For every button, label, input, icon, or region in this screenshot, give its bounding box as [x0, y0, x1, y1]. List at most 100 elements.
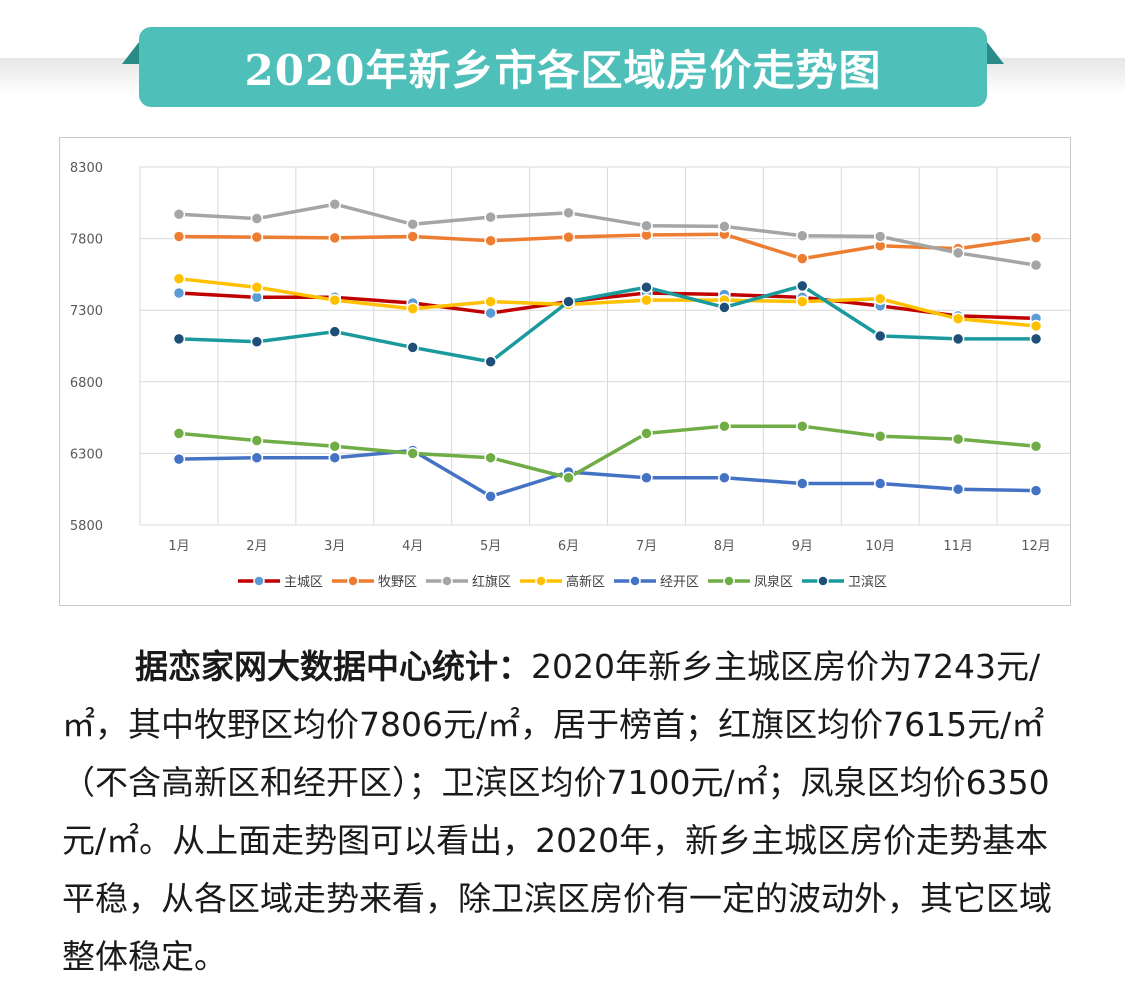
y-tick-label: 7300	[70, 304, 103, 319]
legend-label: 主城区	[284, 575, 323, 590]
x-tick-label: 10月	[865, 539, 895, 554]
legend-swatch-marker	[817, 575, 829, 587]
series-line	[178, 448, 1037, 499]
data-point	[562, 206, 575, 220]
data-point	[951, 332, 965, 346]
legend-label: 卫滨区	[848, 574, 887, 590]
x-tick-label: 9月	[792, 539, 813, 554]
data-point	[250, 451, 264, 464]
data-point	[484, 295, 497, 308]
legend-swatch-marker	[441, 575, 453, 587]
data-point	[796, 279, 809, 293]
title-banner: 2020年新乡市各区域房价走势图	[139, 27, 987, 107]
legend-label: 红旗区	[472, 574, 511, 590]
data-point	[640, 427, 653, 440]
data-point	[406, 230, 419, 243]
x-tick-label: 2月	[246, 539, 267, 554]
data-point	[640, 293, 653, 307]
y-tick-label: 5800	[70, 519, 103, 534]
data-point	[250, 212, 264, 225]
data-point	[718, 471, 731, 484]
data-point	[640, 219, 653, 232]
data-point	[250, 335, 264, 348]
data-point	[484, 451, 497, 464]
legend-label: 高新区	[566, 574, 605, 590]
description-paragraph: 据恋家网大数据中心统计：2020年新乡主城区房价为7243元/㎡，其中牧野区均价…	[62, 638, 1072, 986]
series-line	[178, 276, 1037, 328]
data-point	[873, 429, 887, 443]
chart-title: 2020年新乡市各区域房价走势图	[244, 45, 882, 95]
x-tick-label: 5月	[480, 539, 501, 554]
x-tick-label: 11月	[943, 539, 973, 554]
data-point	[406, 302, 419, 316]
data-point	[951, 482, 965, 496]
data-point	[873, 230, 887, 243]
data-point	[796, 229, 809, 242]
data-point	[796, 419, 809, 433]
legend-swatch-marker	[629, 575, 641, 587]
y-tick-label: 6800	[70, 376, 103, 391]
data-point	[1029, 319, 1043, 333]
data-point	[328, 293, 342, 307]
data-point	[328, 439, 342, 453]
data-point	[250, 281, 264, 294]
legend-label: 经开区	[660, 575, 699, 590]
data-point	[484, 355, 497, 369]
data-point	[172, 452, 186, 466]
x-tick-label: 3月	[324, 539, 345, 554]
data-point	[951, 246, 965, 260]
data-point	[406, 341, 419, 354]
y-tick-label: 6300	[70, 447, 103, 462]
legend-label: 牧野区	[378, 575, 417, 590]
paragraph-lead: 据恋家网大数据中心统计：	[135, 647, 531, 686]
series-line	[178, 202, 1037, 267]
data-point	[1029, 258, 1043, 272]
banner-fold-left	[122, 42, 139, 64]
data-point	[951, 312, 965, 326]
data-point	[796, 477, 809, 490]
line-chart: 5800 6300 6800 7300 7800 8300 1月 2月 3月 4月 5月 6月 7月 8月…	[70, 161, 1070, 590]
data-point	[1029, 332, 1043, 346]
data-point	[484, 306, 497, 320]
data-point	[250, 230, 264, 244]
legend-swatch-marker	[723, 575, 735, 587]
data-point	[172, 272, 186, 285]
data-point	[796, 252, 809, 265]
data-point	[172, 208, 186, 221]
data-point	[1029, 484, 1043, 497]
legend-label: 凤泉区	[754, 574, 793, 590]
x-tick-label: 12月	[1021, 539, 1051, 554]
data-point	[484, 210, 497, 224]
data-point	[172, 230, 186, 243]
x-tick-label: 1月	[168, 539, 189, 554]
data-point	[406, 447, 419, 460]
y-tick-label: 7800	[70, 233, 103, 248]
y-tick-label: 8300	[70, 161, 103, 176]
data-point	[484, 490, 497, 503]
data-point	[1029, 231, 1043, 244]
data-point	[796, 295, 809, 308]
data-point	[172, 286, 186, 300]
data-point	[562, 295, 575, 308]
data-point	[718, 419, 731, 433]
data-point	[640, 471, 653, 484]
data-point	[328, 231, 342, 245]
data-point	[172, 427, 186, 440]
paragraph-body: 2020年新乡主城区房价为7243元/㎡，其中牧野区均价7806元/㎡，居于榜首…	[62, 647, 1052, 976]
data-point	[562, 230, 575, 244]
series-line	[178, 284, 1037, 364]
data-point	[328, 451, 342, 464]
data-point	[250, 434, 264, 447]
legend-swatch-marker	[535, 575, 547, 587]
data-point	[951, 432, 965, 446]
data-point	[640, 281, 653, 294]
x-tick-label: 8月	[714, 539, 735, 554]
data-point	[1029, 439, 1043, 453]
data-point	[328, 325, 342, 338]
data-point	[718, 301, 731, 314]
x-tick-label: 7月	[636, 539, 657, 554]
data-point	[172, 332, 186, 346]
data-point	[873, 477, 887, 490]
data-point	[484, 234, 497, 247]
series-line	[178, 232, 1037, 261]
